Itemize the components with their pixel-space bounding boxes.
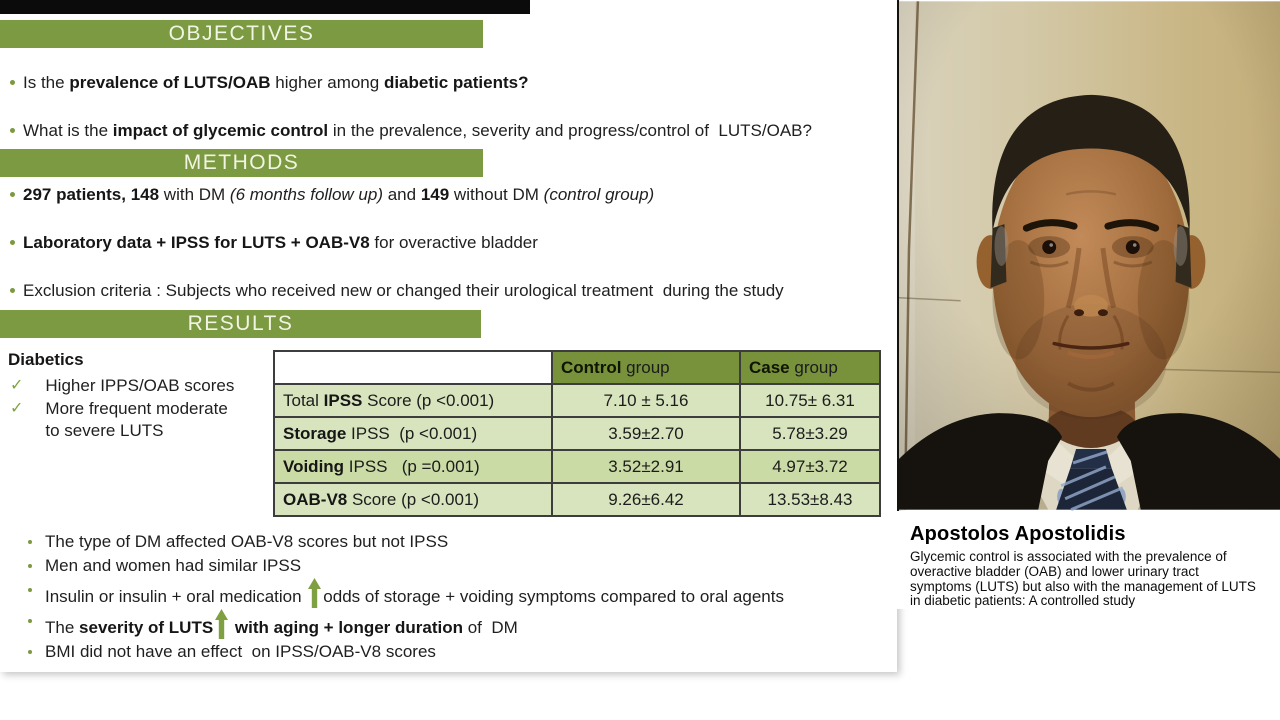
- bullet-icon: [10, 192, 15, 197]
- finding-item: Insulin or insulin + oral medication odd…: [28, 578, 888, 609]
- methods-title: METHODS: [183, 151, 300, 174]
- table-cell-case: 4.97±3.72: [739, 449, 881, 484]
- bullet-icon: [28, 540, 32, 544]
- results-table: Control group Case group Total IPSS Scor…: [273, 350, 881, 517]
- table-row-label: Voiding IPSS (p =0.001): [273, 449, 553, 484]
- objective-text-2: What is the impact of glycemic control i…: [23, 121, 812, 140]
- check-item-1: ✓ Higher IPPS/OAB scores: [10, 375, 235, 397]
- finding-item: The type of DM affected OAB-V8 scores bu…: [28, 530, 888, 554]
- methods-bullet-2: Laboratory data + IPSS for LUTS + OAB-V8…: [10, 232, 880, 253]
- up-arrow-icon: [308, 578, 322, 608]
- objective-text-1: Is the prevalence of LUTS/OAB higher amo…: [23, 73, 529, 92]
- bullet-icon: [28, 564, 32, 568]
- table-cell-control: 7.10 ± 5.16: [551, 383, 741, 418]
- table-row-label: Storage IPSS (p <0.001): [273, 416, 553, 451]
- bullet-icon: [28, 619, 32, 623]
- diabetics-heading: Diabetics: [8, 350, 84, 369]
- objectives-header: OBJECTIVES: [0, 20, 483, 48]
- bullet-icon: [28, 650, 32, 654]
- table-header-control: Control group: [551, 350, 741, 385]
- check-text-1: Higher IPPS/OAB scores: [45, 376, 235, 395]
- check-item-2: ✓ More frequent moderate to severe LUTS: [10, 398, 235, 442]
- table-header-case: Case group: [739, 350, 881, 385]
- methods-bullet-1: 297 patients, 148 with DM (6 months foll…: [10, 184, 880, 205]
- up-arrow-icon: [215, 609, 229, 639]
- table-row: Voiding IPSS (p =0.001) 3.52±2.91 4.97±3…: [273, 449, 881, 484]
- results-header: RESULTS: [0, 310, 481, 338]
- table-cell-control: 9.26±6.42: [551, 482, 741, 517]
- objectives-title: OBJECTIVES: [168, 22, 315, 45]
- methods-bullet-3: Exclusion criteria : Subjects who receiv…: [10, 280, 890, 301]
- objective-bullet-1: Is the prevalence of LUTS/OAB higher amo…: [10, 72, 880, 93]
- bullet-icon: [10, 80, 15, 85]
- bullet-icon: [10, 128, 15, 133]
- bullet-icon: [10, 288, 15, 293]
- table-row: Total IPSS Score (p <0.001) 7.10 ± 5.16 …: [273, 383, 881, 418]
- speaker-portrait-illustration: [899, 1, 1280, 511]
- finding-item: The severity of LUTS with aging + longer…: [28, 609, 888, 640]
- table-cell-case: 5.78±3.29: [739, 416, 881, 451]
- table-header-row: Control group Case group: [273, 350, 881, 385]
- bullet-icon: [10, 240, 15, 245]
- check-icon: ✓: [10, 400, 24, 417]
- top-black-bar: [0, 0, 530, 14]
- methods-text-3: Exclusion criteria : Subjects who receiv…: [23, 281, 784, 300]
- results-title: RESULTS: [187, 312, 294, 335]
- table-cell-case: 13.53±8.43: [739, 482, 881, 517]
- table-cell-case: 10.75± 6.31: [739, 383, 881, 418]
- speaker-caption: Apostolos Apostolidis Glycemic control i…: [897, 511, 1280, 610]
- objective-bullet-2: What is the impact of glycemic control i…: [10, 120, 890, 141]
- check-text-2: More frequent moderate to severe LUTS: [45, 399, 228, 440]
- table-row: Storage IPSS (p <0.001) 3.59±2.70 5.78±3…: [273, 416, 881, 451]
- methods-text-1: 297 patients, 148 with DM (6 months foll…: [23, 185, 655, 204]
- finding-item: BMI did not have an effect on IPSS/OAB-V…: [28, 640, 888, 664]
- speaker-photo: [897, 0, 1280, 511]
- table-cell-blank: [273, 350, 553, 385]
- table-cell-control: 3.59±2.70: [551, 416, 741, 451]
- table-row-label: OAB-V8 Score (p <0.001): [273, 482, 553, 517]
- check-icon: ✓: [10, 377, 24, 394]
- speaker-name: Apostolos Apostolidis: [910, 523, 1126, 545]
- methods-header: METHODS: [0, 149, 483, 177]
- speaker-talk-title: Glycemic control is associated with the …: [910, 549, 1256, 609]
- findings-list: The type of DM affected OAB-V8 scores bu…: [28, 530, 888, 664]
- slide-panel: OBJECTIVES Is the prevalence of LUTS/OAB…: [0, 0, 890, 664]
- table-cell-control: 3.52±2.91: [551, 449, 741, 484]
- table-row-label: Total IPSS Score (p <0.001): [273, 383, 553, 418]
- bullet-icon: [28, 588, 32, 592]
- finding-item: Men and women had similar IPSS: [28, 554, 888, 578]
- methods-text-2: Laboratory data + IPSS for LUTS + OAB-V8…: [23, 233, 538, 252]
- table-row: OAB-V8 Score (p <0.001) 9.26±6.42 13.53±…: [273, 482, 881, 517]
